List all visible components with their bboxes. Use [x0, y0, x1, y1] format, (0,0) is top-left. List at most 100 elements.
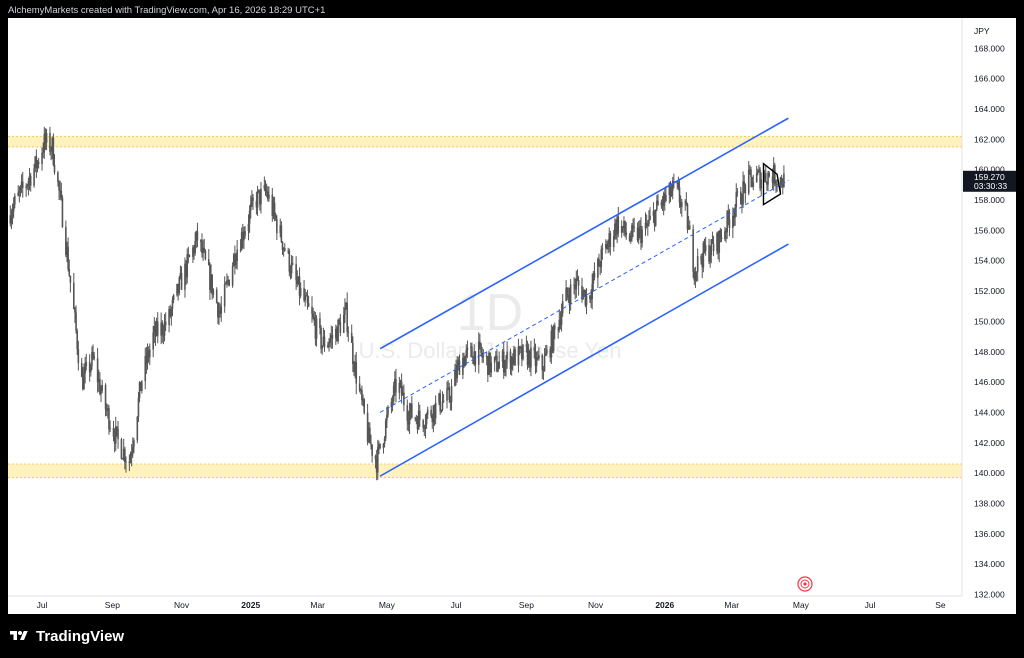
candle-body [77, 349, 80, 364]
candle-body [716, 233, 718, 251]
price-tick-label: 134.000 [974, 559, 1005, 569]
candle-body [449, 400, 452, 402]
candle-body [567, 295, 570, 298]
tradingview-logo[interactable]: TradingView [8, 626, 124, 646]
candle-body [271, 194, 274, 216]
candle-body [583, 290, 586, 292]
candle-body [463, 357, 465, 367]
candle-body [59, 190, 61, 192]
candle-body [42, 152, 44, 154]
candle-body [187, 254, 190, 256]
candle-body [257, 189, 260, 191]
candle-body [266, 191, 269, 199]
candle-body [423, 427, 426, 429]
candle-body [152, 332, 154, 350]
candle-body [249, 204, 252, 211]
candle-body [84, 365, 86, 373]
candle-body [279, 225, 282, 234]
candle-body [640, 226, 642, 244]
price-tick-label: 146.000 [974, 377, 1005, 387]
candle-body [487, 356, 489, 375]
candle-body [416, 420, 419, 430]
candle-body [112, 427, 115, 437]
candle-body [34, 156, 37, 169]
candle-body [649, 215, 651, 220]
candle-body [751, 176, 753, 187]
candle-body [744, 184, 747, 194]
candle-body [644, 222, 647, 230]
chart-frame[interactable]: 1D U.S. Dollar / Japanese Yen JPY 132.00… [8, 18, 1016, 614]
candle-body [403, 392, 405, 406]
candle-body [758, 169, 760, 171]
candle-body [414, 417, 417, 419]
candle-body [581, 285, 583, 300]
candle-body [235, 261, 237, 266]
candle-body [75, 312, 77, 331]
candle-body [599, 266, 601, 268]
candle-body [639, 226, 641, 228]
target-icon[interactable] [797, 576, 813, 592]
candle-body [694, 271, 697, 281]
candle-body [509, 351, 512, 370]
candle-body [299, 288, 302, 296]
candle-body [371, 444, 373, 456]
candle-body [479, 341, 481, 344]
price-tick-label: 138.000 [974, 498, 1005, 508]
candle-body [719, 230, 722, 238]
time-tick-label: Jul [451, 600, 462, 610]
channel-lower-line [379, 243, 789, 477]
candle-body [363, 399, 365, 413]
channel-median-line [379, 179, 789, 413]
candle-body [552, 325, 555, 351]
candle-body [283, 247, 286, 251]
candle-body [242, 231, 244, 241]
candle-body [76, 330, 78, 350]
time-tick-label: Mar [724, 600, 739, 610]
candle-body [331, 335, 334, 339]
bar-countdown-label: 03:30:33 [974, 181, 1007, 191]
candle-body [382, 443, 385, 449]
price-chart[interactable]: 1D U.S. Dollar / Japanese Yen JPY 132.00… [8, 18, 1016, 614]
candle-body [609, 233, 612, 248]
candle-body [574, 285, 576, 290]
candle-body [138, 381, 141, 398]
candle-body [440, 409, 443, 412]
candle-body [268, 194, 270, 199]
candle-body [620, 226, 623, 233]
candle-body [131, 447, 134, 453]
candle-body [696, 256, 699, 272]
candle-body [506, 351, 508, 360]
candle-body [771, 176, 774, 184]
last-price-label: 159.270 [974, 172, 1005, 182]
candle-body [597, 258, 599, 278]
candle-body [265, 191, 268, 193]
candle-body [518, 346, 521, 349]
candle-body [407, 420, 410, 425]
candle-body [660, 202, 663, 206]
price-tick-label: 132.000 [974, 589, 1005, 599]
candle-body [202, 248, 204, 254]
candle-body [641, 229, 643, 244]
time-tick-label: Jul [865, 600, 876, 610]
candle-body [80, 363, 83, 377]
candle-body [720, 237, 723, 240]
candle-body [741, 203, 743, 205]
time-tick-label: Sep [519, 600, 534, 610]
candle-body [99, 378, 101, 394]
candle-body [543, 355, 546, 371]
candle-body [780, 177, 783, 185]
candle-body [201, 241, 203, 254]
candle-body [474, 351, 477, 365]
candle-body [224, 283, 227, 285]
candle-body [395, 379, 397, 393]
price-tick-label: 168.000 [974, 43, 1005, 53]
candle-body [725, 231, 727, 233]
candle-body [195, 231, 198, 241]
candle-body [210, 274, 212, 290]
channel-upper-line [379, 117, 789, 350]
candle-body [74, 309, 76, 313]
candle-body [125, 461, 127, 463]
candle-body [538, 355, 540, 359]
candle-body [180, 273, 183, 290]
candle-body [20, 181, 23, 187]
